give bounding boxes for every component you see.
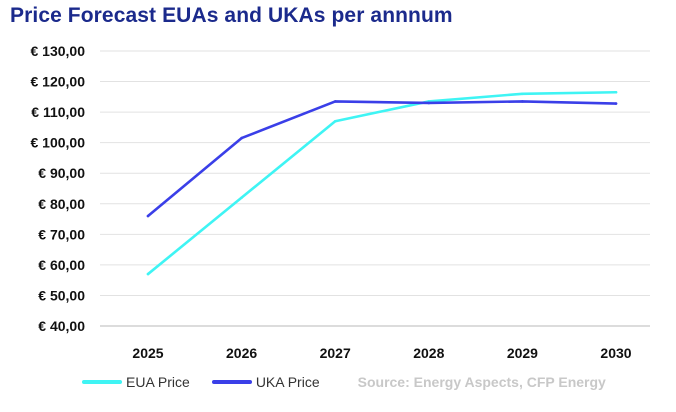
y-tick-label: € 70,00	[38, 226, 85, 242]
y-tick-label: € 100,00	[31, 135, 86, 151]
x-tick-label: 2026	[226, 345, 257, 361]
series-line-eua-price	[146, 90, 618, 276]
y-tick-label: € 50,00	[38, 287, 85, 303]
data-point-uka-price	[521, 100, 524, 103]
data-point-eua-price	[333, 119, 337, 123]
x-tick-label: 2028	[413, 345, 444, 361]
y-tick-label: € 40,00	[38, 318, 85, 334]
legend-swatch-eua	[82, 380, 122, 384]
legend-item-eua: EUA Price	[82, 374, 190, 390]
legend-label-eua: EUA Price	[126, 374, 190, 390]
data-point-uka-price	[614, 102, 618, 105]
y-tick-label: € 130,00	[31, 43, 86, 59]
x-tick-label: 2029	[507, 345, 538, 361]
x-tick-label: 2030	[600, 345, 631, 361]
chart-legend: EUA Price UKA Price Source: Energy Aspec…	[82, 374, 606, 390]
y-tick-label: € 110,00	[31, 104, 85, 120]
data-point-eua-price	[240, 196, 243, 199]
y-tick-label: € 80,00	[38, 196, 85, 212]
series-line-uka-price	[146, 100, 618, 218]
y-tick-label: € 90,00	[38, 165, 85, 181]
y-tick-label: € 60,00	[38, 257, 85, 273]
chart-title: Price Forecast EUAs and UKAs per annnum	[10, 4, 453, 27]
source-note: Source: Energy Aspects, CFP Energy	[357, 374, 606, 390]
x-tick-label: 2027	[320, 345, 351, 361]
legend-item-uka: UKA Price	[211, 374, 320, 390]
data-point-uka-price	[240, 136, 243, 140]
data-point-eua-price	[146, 272, 150, 276]
x-tick-label: 2025	[132, 345, 163, 361]
data-point-eua-price	[521, 92, 524, 96]
data-point-uka-price	[427, 101, 431, 105]
legend-label-uka: UKA Price	[255, 374, 320, 390]
legend-swatch-uka	[211, 380, 252, 384]
data-point-eua-price	[614, 90, 618, 94]
data-point-uka-price	[146, 214, 150, 218]
data-point-uka-price	[333, 100, 337, 103]
y-tick-label: € 120,00	[31, 74, 86, 90]
